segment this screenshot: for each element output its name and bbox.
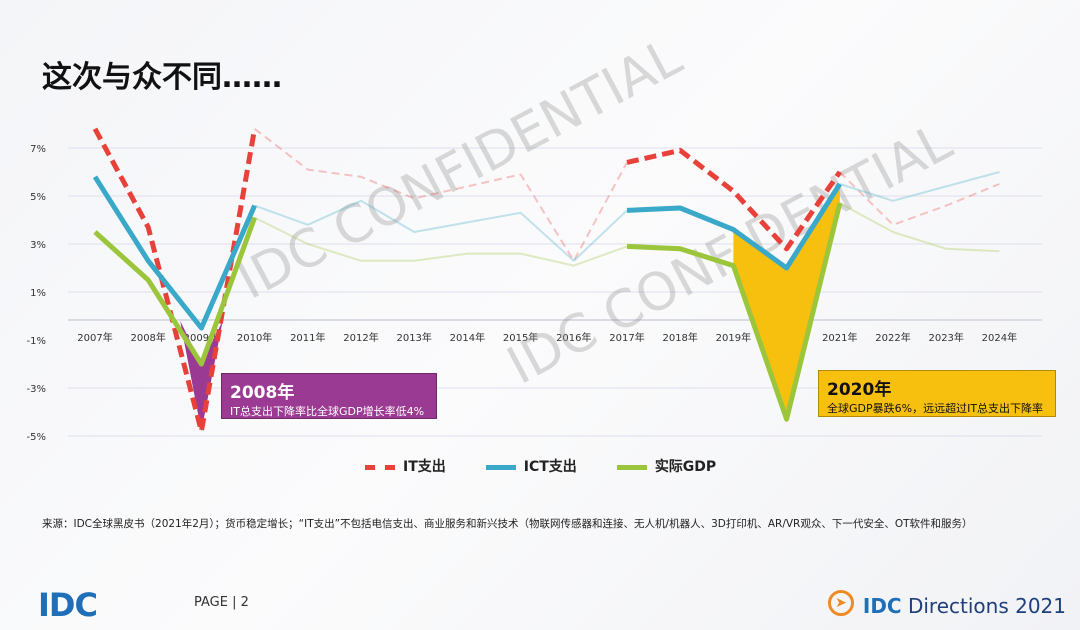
series-line-it [626, 147, 842, 252]
brand-bold: IDC [862, 594, 902, 618]
x-tick-label: 2012年 [343, 331, 378, 344]
x-tick-label: 2023年 [928, 331, 963, 344]
compass-icon: ➤ [828, 590, 854, 616]
y-tick-label: -3% [27, 384, 46, 395]
x-tick-label: 2016年 [556, 331, 591, 344]
fill-2020 [733, 184, 840, 420]
x-tick-label: 2019年 [716, 331, 751, 344]
x-tick-label: 2024年 [982, 331, 1017, 344]
page-number: PAGE | 2 [194, 595, 249, 610]
brand-name: Directions 2021 [907, 594, 1066, 618]
x-tick-label: 2014年 [450, 331, 485, 344]
x-tick-label: 2018年 [662, 331, 697, 344]
y-tick-label: 1% [30, 288, 46, 299]
source-note: 来源：IDC全球黑皮书（2021年2月）；货币稳定增长；“IT支出”不包括电信支… [42, 518, 973, 530]
series-line-gdp [93, 216, 257, 367]
annotation-title: 2008年 [230, 383, 295, 403]
annotation-text: IT总支出下降率比全球GDP增长率低4% [230, 405, 425, 418]
legend: IT支出 ICT支出 实际GDP [365, 456, 716, 476]
series-line-gdp [839, 202, 1000, 253]
y-tick-label: -1% [27, 336, 46, 347]
watermark: IDC CONFIDENTIAL [228, 27, 692, 311]
series-line-ict [254, 199, 628, 262]
legend-label: 实际GDP [654, 459, 717, 475]
annotation-text: 全球GDP暴跌6%，远远超过IT总支出下降率 [827, 402, 1044, 415]
legend-swatch [485, 464, 516, 470]
series-line-ict [839, 171, 1000, 202]
y-tick-label: -5% [27, 432, 46, 443]
x-tick-label: 2007年 [77, 331, 112, 344]
annotation-title: 2020年 [827, 380, 892, 400]
series-line-gdp [254, 216, 628, 267]
series-line-ict [92, 175, 257, 331]
legend-label: ICT支出 [523, 459, 577, 475]
x-tick-label: 2021年 [822, 331, 857, 344]
x-tick-label: 2013年 [396, 331, 431, 344]
legend-swatch [616, 464, 647, 470]
annotation-2020: 2020年 全球GDP暴跌6%，远远超过IT总支出下降率 [818, 370, 1056, 417]
series-line-it [253, 128, 628, 262]
series-line-it [839, 171, 1000, 226]
series-line-it [92, 127, 258, 434]
brand-text: IDC Directions 2021 [863, 594, 1066, 618]
x-tick-label: 2011年 [290, 331, 325, 344]
x-tick-label: 2017年 [609, 331, 644, 344]
y-tick-label: 5% [30, 192, 46, 203]
x-tick-label: 2010年 [237, 331, 272, 344]
x-tick-label: 2015年 [503, 331, 538, 344]
idc-logo: IDC [38, 586, 98, 624]
y-tick-label: 7% [30, 144, 46, 155]
y-tick-label: 3% [30, 240, 46, 251]
annotation-2008: 2008年 IT总支出下降率比全球GDP增长率低4% [221, 373, 437, 419]
legend-label: IT支出 [403, 459, 446, 475]
page-title: 这次与众不同…… [42, 60, 282, 95]
x-tick-label: 2022年 [875, 331, 910, 344]
x-tick-label: 2008年 [130, 331, 165, 344]
legend-item-gdp: 实际GDP [616, 456, 717, 476]
legend-item-it: IT支出 [365, 456, 446, 476]
legend-swatch [365, 464, 395, 470]
legend-item-ict: ICT支出 [485, 456, 577, 476]
